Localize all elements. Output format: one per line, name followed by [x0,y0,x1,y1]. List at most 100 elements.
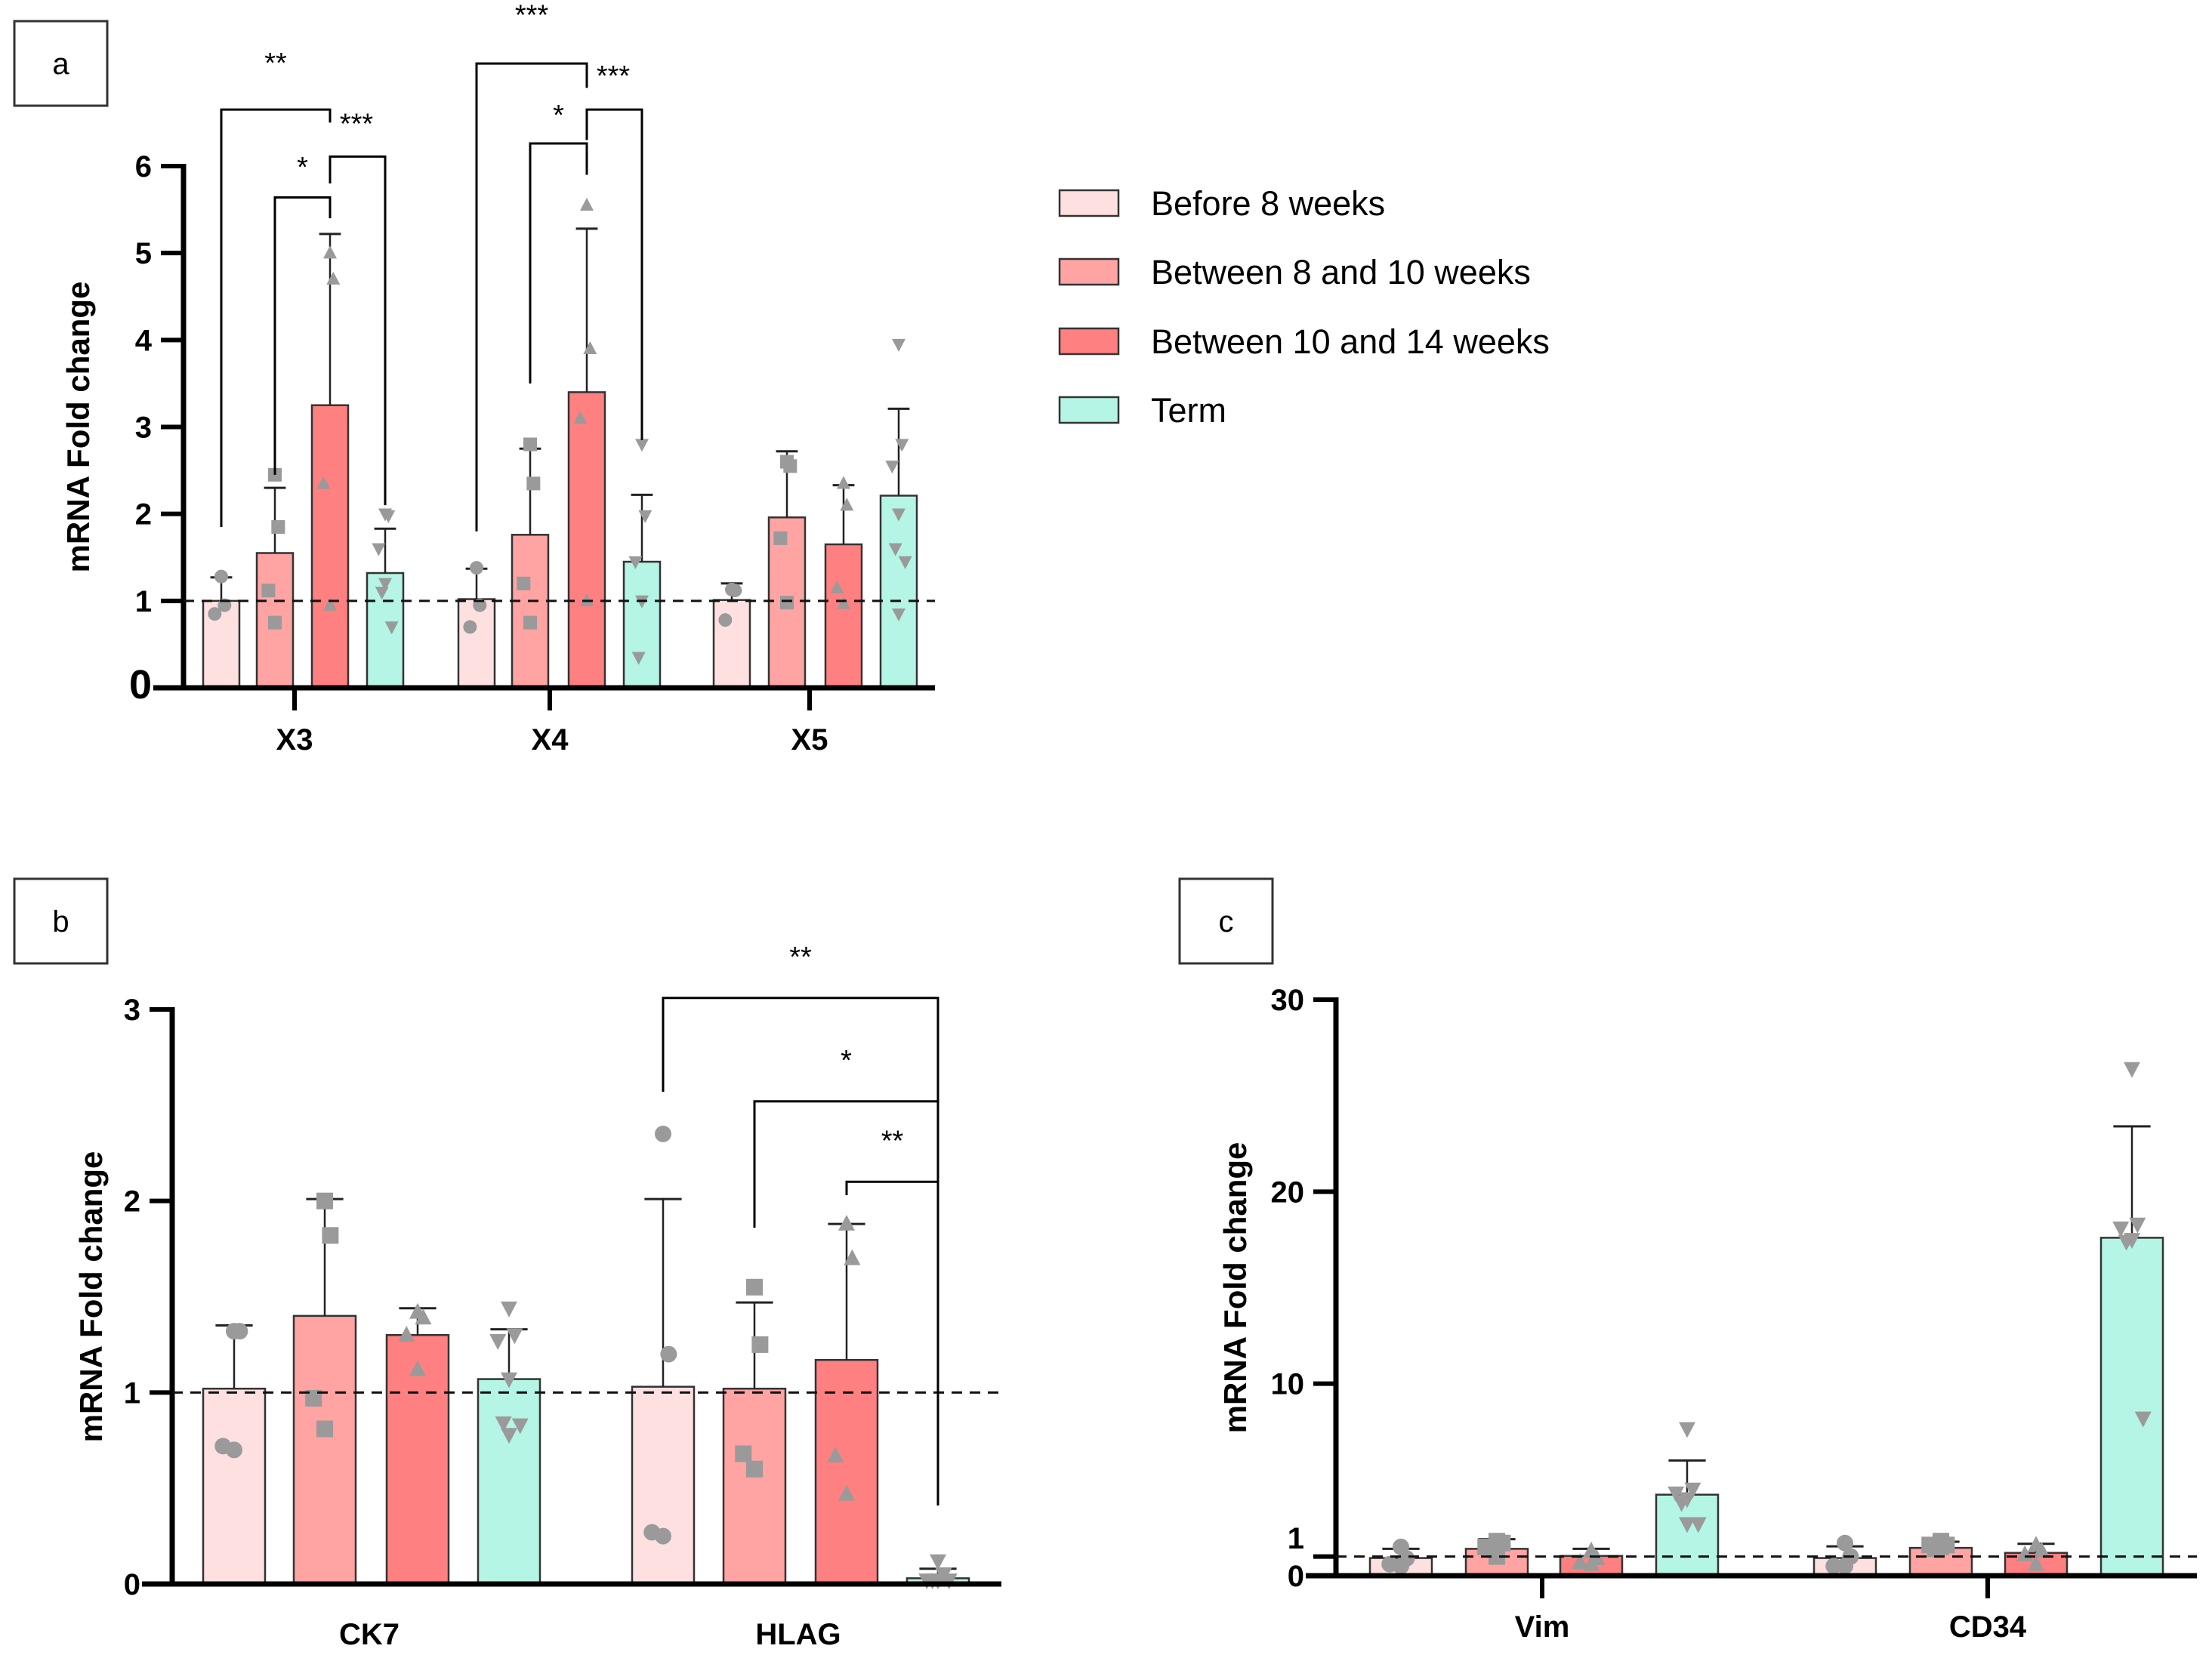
data-point-circle [470,561,483,575]
y-axis-label: mRNA Fold change [73,1151,109,1443]
data-point-inverted-triangle [1679,1422,1695,1438]
bar [477,1378,541,1586]
data-point-triangle [837,596,850,609]
legend-swatch [1058,257,1120,286]
bar [310,404,350,689]
data-point-triangle [840,498,854,511]
legend-label: Term [1151,391,1226,430]
data-point-square [316,1192,333,1210]
data-point-square [1927,1540,1944,1558]
data-point-circle [231,1323,248,1340]
x-tick-label: Vim [1515,1610,1570,1644]
data-point-inverted-triangle [1689,1517,1707,1533]
significance-bracket [329,155,387,506]
y-tick-label: 1 [135,585,152,618]
data-point-inverted-triangle [501,1372,517,1388]
data-point-square [316,1420,333,1438]
bar [879,495,918,689]
data-point-square [268,615,282,630]
data-point-inverted-triangle [2112,1221,2130,1237]
x-tick-label: X4 [532,723,569,757]
chart-panel-c: c 0 1 10 20 30 mRNA Fold change Vim CD34 [1178,877,2197,1644]
significance-label: * [297,152,308,183]
y-axis-label: mRNA Fold change [1217,1142,1253,1434]
data-point-triangle [827,1446,844,1462]
data-point-circle [214,569,228,584]
data-point-inverted-triangle [1673,1496,1690,1512]
bar [385,1333,450,1586]
data-point-circle [1837,1558,1853,1575]
y-tick-label: 3 [124,994,140,1027]
data-point-square [783,459,797,473]
data-point-inverted-triangle [2124,1062,2140,1078]
bar [722,1388,787,1586]
data-point-triangle [2033,1541,2050,1558]
panel-label: c [1219,905,1234,938]
significance-bracket [475,62,588,532]
y-tick-label: 1 [1288,1522,1304,1555]
y-tick-label: 1 [124,1376,140,1410]
data-point-triangle [326,271,341,285]
data-point-square [517,576,531,590]
y-axis-label: mRNA Fold change [60,282,96,573]
data-point-square [735,1445,752,1462]
data-point-square [523,615,537,630]
significance-bracket [220,108,332,527]
data-point-circle [660,1345,677,1363]
data-point-inverted-triangle [495,1416,512,1433]
data-point-circle [655,1125,671,1142]
significance-label: ** [264,48,287,79]
data-point-inverted-triangle [895,439,909,452]
y-tick-label: 3 [135,411,152,445]
data-point-inverted-triangle [2129,1217,2146,1234]
legend-label: Before 8 weeks [1151,184,1385,223]
significance-bracket [585,108,643,440]
y-tick-label: 2 [124,1185,140,1219]
significance-label: ** [789,941,812,973]
data-point-square [780,596,794,610]
data-point-triangle [323,245,337,259]
significance-label: * [553,100,564,131]
y-tick-label: 0 [1288,1560,1304,1593]
legend-swatch [1058,396,1120,424]
bar [567,391,606,689]
data-point-triangle [838,1215,855,1231]
significance-bracket [662,997,939,1102]
bar [2099,1237,2164,1577]
data-point-inverted-triangle [631,652,646,665]
data-point-circle [226,1441,242,1459]
data-point-inverted-triangle [930,1554,946,1570]
significance-bracket [753,1100,939,1228]
x-tick-label: HLAG [755,1618,841,1651]
legend-label: Between 8 and 10 weeks [1151,253,1531,291]
x-tick-label: X3 [276,723,313,757]
data-point-triangle [316,476,331,489]
panel-label-box [1178,877,1274,965]
y-tick-label: 6 [135,150,152,183]
data-point-inverted-triangle [372,543,386,556]
bar [1908,1546,1973,1577]
data-point-inverted-triangle [1679,1517,1695,1533]
data-point-square [746,1278,763,1296]
y-tick-label: 5 [135,237,152,270]
data-point-triangle [323,597,337,611]
data-point-triangle [573,411,588,424]
data-point-square [746,1460,763,1478]
x-tick-label: X5 [791,723,828,757]
legend-label: Between 10 and 14 weeks [1151,322,1550,361]
significance-label: * [841,1045,852,1077]
data-point-triangle [583,341,597,355]
data-point-triangle [844,1249,861,1265]
data-point-inverted-triangle [2118,1234,2135,1251]
data-point-inverted-triangle [501,1301,517,1317]
legend-swatch [1058,189,1120,217]
data-point-triangle [409,1360,426,1376]
legend-swatch [1058,327,1120,356]
data-point-square [261,584,276,598]
data-point-inverted-triangle [1684,1482,1701,1499]
data-point-inverted-triangle [511,1418,529,1435]
data-point-inverted-triangle [892,508,905,522]
